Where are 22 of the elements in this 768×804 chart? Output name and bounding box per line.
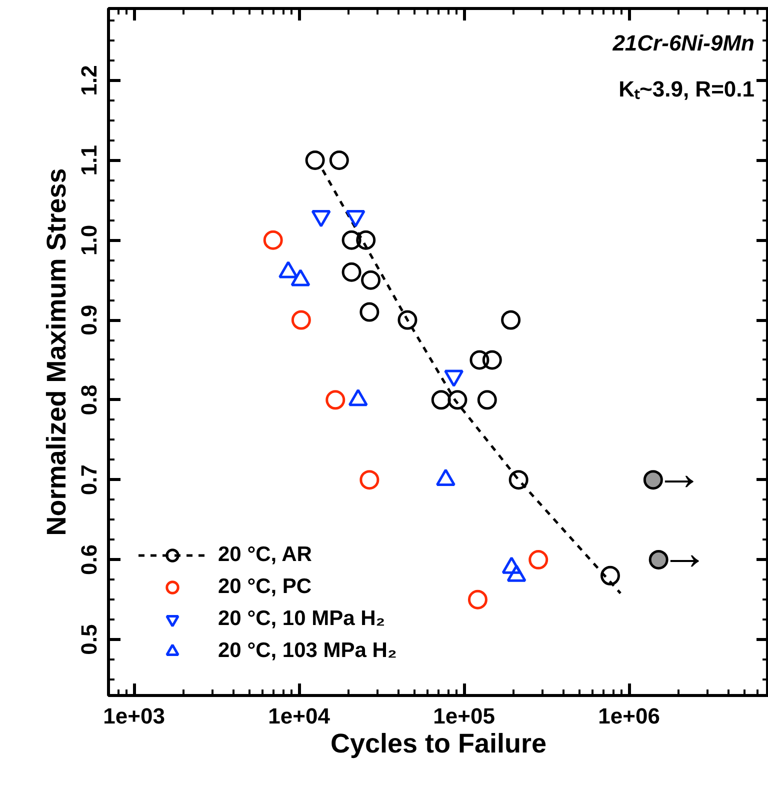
y-tick-label: 1.1 xyxy=(76,144,102,176)
x-tick-label: 1e+05 xyxy=(433,704,495,728)
annotation: Kₜ~3.9, R=0.1 xyxy=(618,76,755,102)
y-tick-label: 0.8 xyxy=(76,384,102,416)
annotation: 21Cr-6Ni-9Mn xyxy=(612,30,755,56)
x-tick-label: 1e+04 xyxy=(268,704,331,728)
y-tick-label: 1.2 xyxy=(76,65,102,96)
y-axis-title: Normalized Maximum Stress xyxy=(42,168,72,536)
y-tick-label: 0.6 xyxy=(76,544,102,575)
annotation: → xyxy=(655,447,704,500)
legend-label: 20 °C, 10 MPa H₂ xyxy=(218,607,386,631)
legend-label: 20 °C, PC xyxy=(218,575,312,599)
y-tick-label: 0.7 xyxy=(76,464,102,496)
legend-label: 20 °C, AR xyxy=(218,543,312,567)
legend-label: 20 °C, 103 MPa H₂ xyxy=(218,639,397,663)
annotation: → xyxy=(660,527,709,580)
y-tick-label: 0.9 xyxy=(76,304,102,336)
x-tick-label: 1e+03 xyxy=(103,704,165,728)
x-axis-title: Cycles to Failure xyxy=(330,728,547,758)
y-tick-label: 0.5 xyxy=(76,624,102,655)
x-tick-label: 1e+06 xyxy=(598,704,660,728)
y-tick-label: 1.0 xyxy=(76,224,102,256)
